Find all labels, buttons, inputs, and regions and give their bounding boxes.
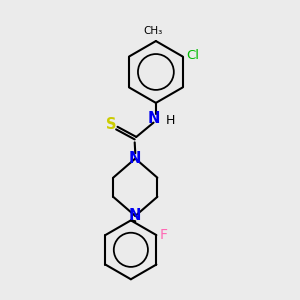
Text: Cl: Cl (186, 49, 199, 62)
Text: H: H (165, 114, 175, 127)
Text: N: N (129, 208, 142, 224)
Text: CH₃: CH₃ (143, 26, 163, 36)
Text: N: N (129, 151, 142, 166)
Text: N: N (147, 111, 160, 126)
Text: F: F (160, 228, 168, 242)
Text: S: S (106, 117, 116, 132)
